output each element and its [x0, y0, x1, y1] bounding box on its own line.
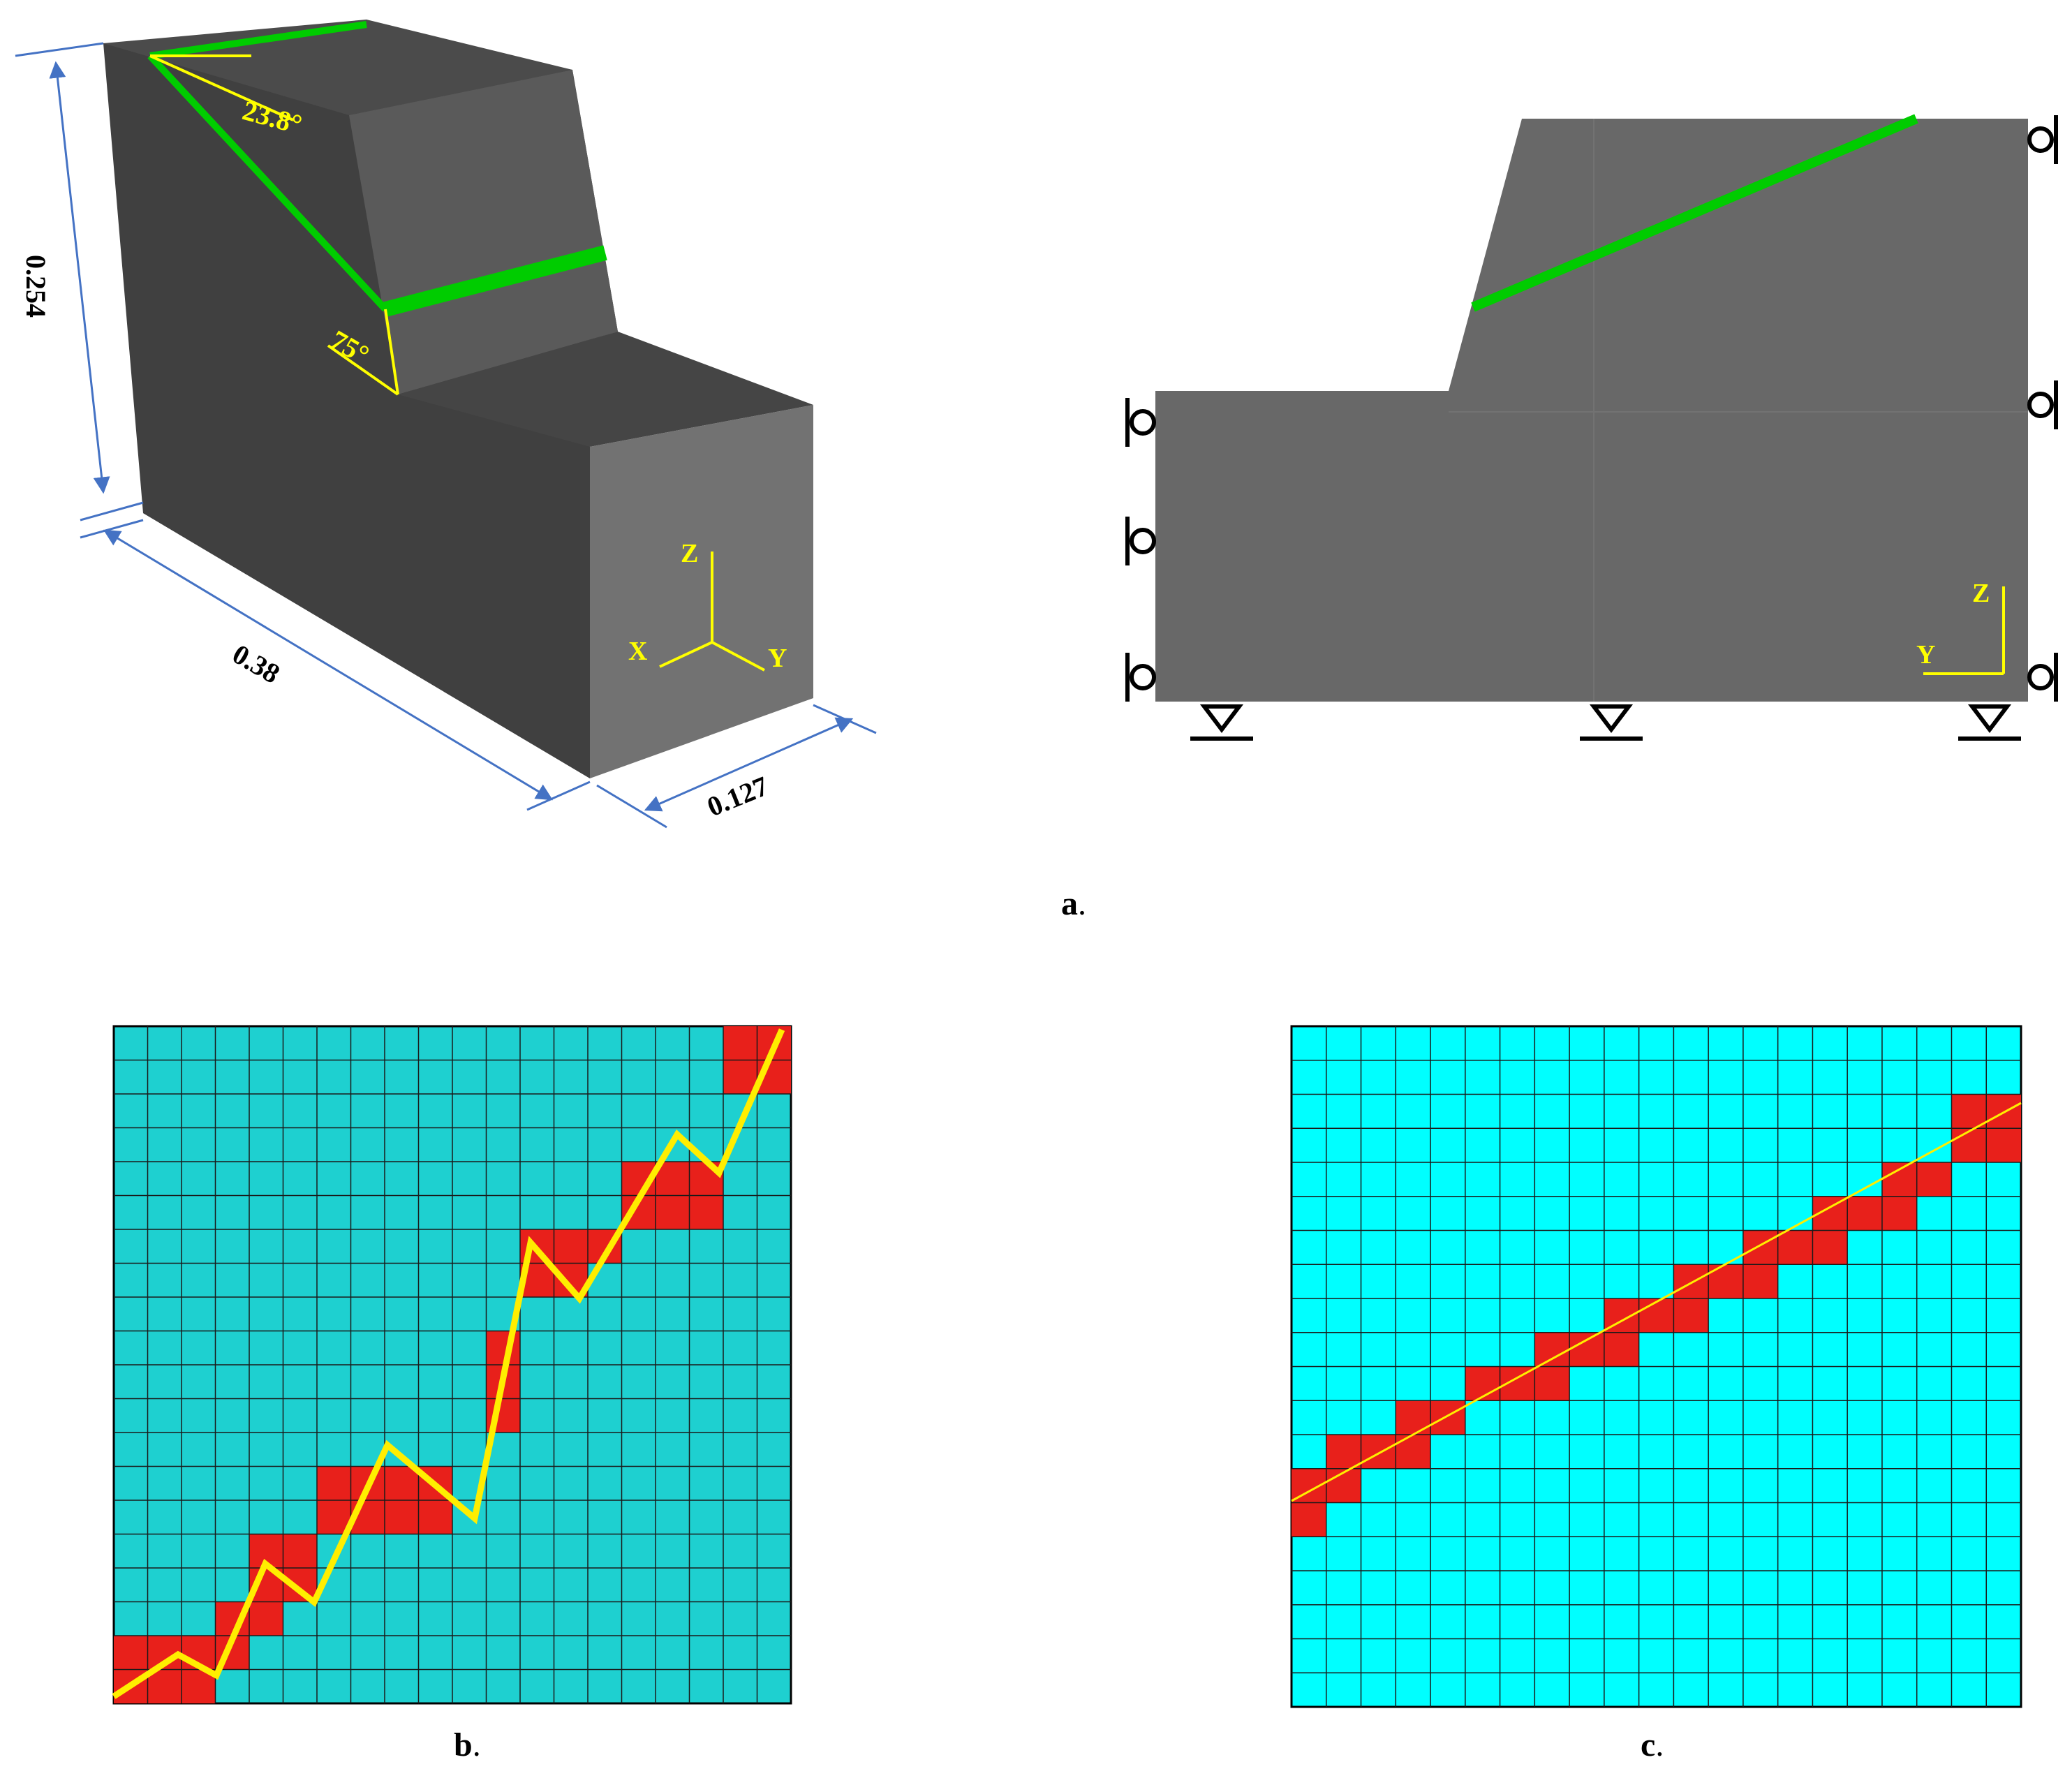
section-body [1155, 119, 2028, 702]
cracked-cell [385, 1466, 419, 1500]
panel-c-mesh: c. [1290, 1025, 2022, 1763]
cracked-cell [554, 1229, 588, 1264]
block-front-face [590, 405, 813, 778]
cracked-cell [723, 1060, 757, 1094]
block-slope-face [349, 70, 618, 394]
cracked-cell [723, 1026, 757, 1060]
cracked-cell [486, 1331, 520, 1365]
axis-2d-y-label: Y [1916, 640, 1935, 669]
dimension-length-label: 0.38 [228, 638, 286, 690]
cracked-cell [1326, 1468, 1361, 1503]
axis-3d-y-label: Y [768, 644, 787, 673]
block-bench-top-face [398, 332, 813, 447]
cracked-cell [114, 1636, 148, 1670]
cracked-cell [1465, 1366, 1500, 1401]
cracked-cell [1534, 1332, 1570, 1367]
mesh-c-crack-path [1291, 1102, 2022, 1502]
panel-a-2d-section: Z Y a. [1061, 114, 2058, 922]
dimension-width-label: 0.127 [703, 770, 773, 822]
cracked-cell [1742, 1230, 1778, 1265]
roller-support-right [2027, 115, 2058, 702]
cracked-cell [1430, 1400, 1465, 1435]
dimension-height-label: 0.254 [20, 255, 52, 318]
axis-3d-x-label: X [628, 637, 647, 666]
cracked-cell [1638, 1298, 1674, 1333]
cracked-cell [656, 1195, 690, 1229]
axis-3d-z-label: Z [681, 539, 698, 568]
cracked-cell [317, 1466, 351, 1500]
mesh-c-grid [1292, 1026, 2021, 1707]
cracked-cell [1812, 1230, 1848, 1265]
cracked-cell [1292, 1502, 1326, 1537]
cracked-cell [1673, 1298, 1709, 1333]
mesh-b-crack-path [112, 1028, 785, 1699]
cracked-cell [1916, 1162, 1952, 1197]
joint-trace-top [149, 21, 367, 59]
axes-3d-triad: Z X Y [628, 539, 787, 673]
cracked-cell [1986, 1128, 2021, 1162]
cracked-cell [689, 1195, 723, 1229]
cracked-cell [1742, 1264, 1778, 1298]
cracked-cell [283, 1534, 317, 1568]
panel-a-3d-model: 23.8° 75° Z X Y 0.254 0.38 [15, 20, 877, 829]
mesh-c-cracked-cells [1292, 1094, 2021, 1537]
pin-support-bottom [1190, 704, 2021, 741]
cracked-cell [1326, 1435, 1361, 1469]
cracked-cell [1673, 1264, 1709, 1298]
mesh-b-grid [114, 1026, 791, 1703]
axes-2d-triad: Z Y [1916, 579, 2005, 675]
cracked-cell [249, 1601, 283, 1636]
dimension-height: 0.254 [15, 42, 144, 521]
cracked-cell [1396, 1400, 1431, 1435]
cracked-cell [385, 1500, 419, 1534]
cracked-cell [1777, 1230, 1813, 1265]
cracked-cell [1881, 1162, 1917, 1197]
cracked-cell [147, 1669, 182, 1703]
cracked-cell [1951, 1094, 1987, 1129]
joint-trace-slope-face [383, 245, 607, 317]
section-joint-trace [1471, 114, 1918, 312]
panel-b-label: b. [454, 1726, 481, 1763]
panel-a-label: a. [1061, 885, 1086, 922]
cracked-cell [1361, 1435, 1396, 1469]
cracked-cell [418, 1500, 452, 1534]
cracked-cell [689, 1162, 723, 1196]
cracked-cell [1951, 1128, 1987, 1162]
joint-trace-slope-edge [147, 53, 388, 312]
cracked-cell [1881, 1196, 1917, 1231]
cracked-cell [1569, 1332, 1604, 1367]
cracked-cell [1847, 1196, 1882, 1231]
panel-b-mesh: b. [112, 1025, 792, 1763]
cracked-cell [1534, 1366, 1570, 1401]
cracked-cell [1396, 1435, 1431, 1469]
axis-2d-z-label: Z [1972, 579, 1990, 608]
cracked-cell [1604, 1332, 1639, 1367]
roller-support-left [1125, 398, 1156, 702]
panel-c-label: c. [1641, 1726, 1664, 1763]
